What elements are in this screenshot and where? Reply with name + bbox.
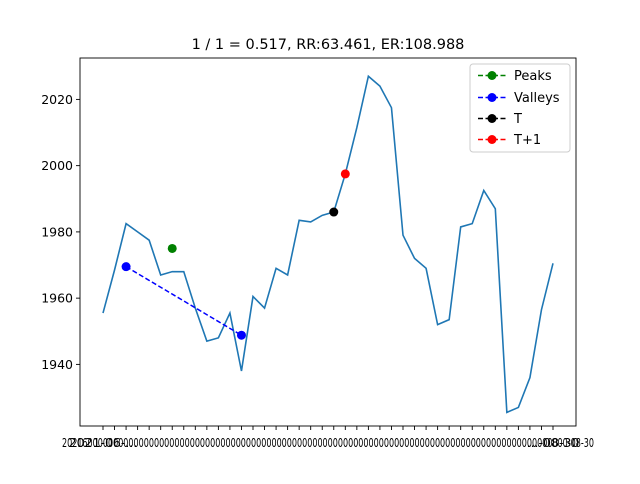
legend-valleys-marker — [487, 93, 497, 102]
x-tick-label: 2021-06-... — [69, 435, 138, 450]
chart-title: 1 / 1 = 0.517, RR:63.461, ER:108.988 — [192, 37, 465, 53]
legend-peaks-label: Peaks — [514, 69, 552, 84]
legend-t1-label: T+1 — [513, 133, 541, 148]
legend-box — [469, 63, 571, 153]
plot-frame — [79, 57, 577, 427]
y-tick-label: 2020 — [41, 92, 73, 107]
x-tick-label: ...-08-30 — [527, 435, 580, 450]
legend-valleys-label: Valleys — [514, 91, 560, 106]
y-tick-label: 1980 — [41, 224, 73, 239]
valley-marker — [121, 262, 131, 272]
y-tick-label: 1940 — [41, 357, 73, 372]
x-tick-label-overlap: 2021600000000000000000000000000000000000… — [62, 435, 594, 450]
legend-t-marker — [487, 114, 497, 123]
y-tick-label: 2000 — [41, 158, 73, 173]
valley-marker — [236, 330, 246, 340]
legend-peaks-marker — [487, 71, 497, 80]
t1-marker — [340, 169, 350, 179]
series-line — [102, 74, 554, 414]
y-tick-label: 1960 — [41, 291, 73, 306]
t-marker — [329, 207, 339, 217]
legend-t1-marker — [487, 135, 497, 144]
peak-marker — [167, 243, 177, 253]
legend: Peaks Valleys T T+1 — [469, 63, 571, 153]
legend-t-label: T — [513, 112, 522, 127]
